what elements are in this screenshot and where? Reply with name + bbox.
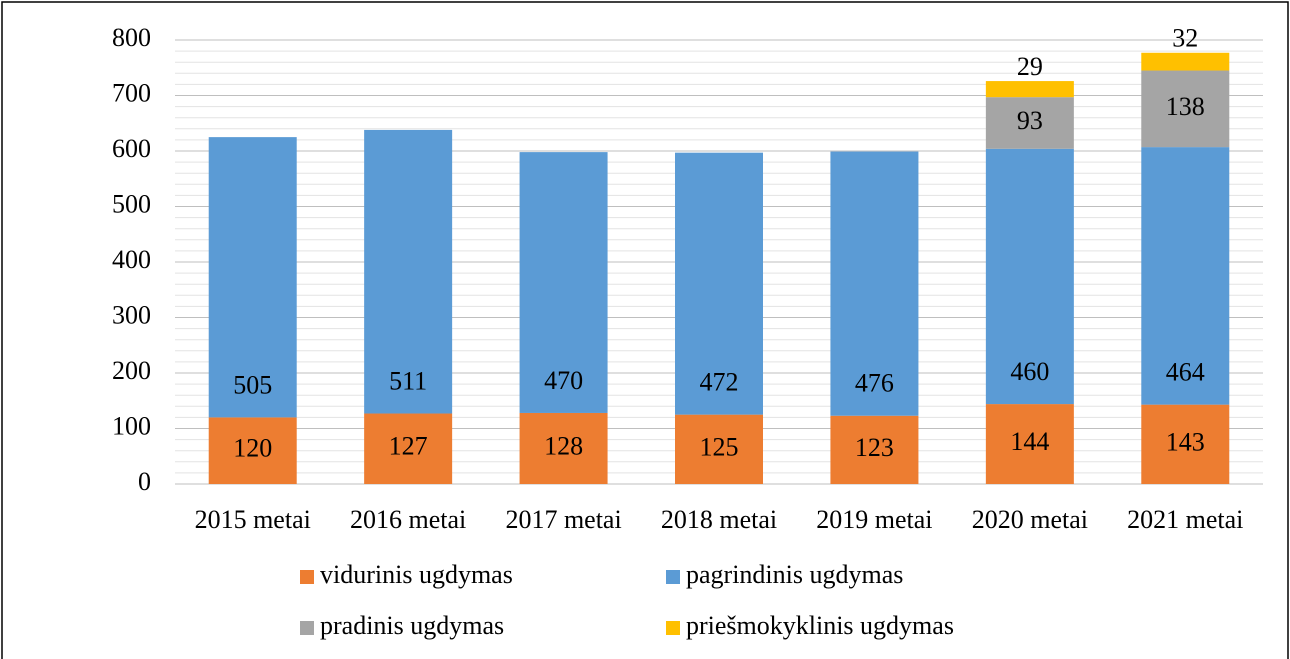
data-label: 123 <box>855 433 894 462</box>
bar-segment <box>208 137 297 418</box>
data-label: 511 <box>389 366 427 395</box>
x-tick-label: 2018 metai <box>661 505 777 534</box>
data-label: 505 <box>233 370 272 399</box>
data-label: 144 <box>1010 427 1049 456</box>
x-tick-label: 2021 metai <box>1127 505 1243 534</box>
legend-label: pagrindinis ugdymas <box>686 560 903 589</box>
data-label: 460 <box>1010 357 1049 386</box>
bar-segment <box>364 413 453 484</box>
x-tick-label: 2019 metai <box>816 505 932 534</box>
y-tick-label: 500 <box>112 189 151 218</box>
y-tick-label: 700 <box>112 78 151 107</box>
bar-segment <box>1141 404 1230 484</box>
legend-swatch <box>666 621 680 635</box>
bar-segment <box>519 412 608 484</box>
data-label: 120 <box>233 434 272 463</box>
bar-segment <box>675 414 763 484</box>
bar-segment <box>364 129 453 414</box>
legend-swatch <box>300 621 314 635</box>
y-tick-label: 300 <box>112 300 151 329</box>
y-tick-label: 600 <box>112 134 151 163</box>
bar-segment <box>1141 52 1230 71</box>
data-label: 476 <box>855 369 894 398</box>
data-label: 29 <box>1017 52 1043 81</box>
y-tick-label: 800 <box>112 23 151 52</box>
data-label: 127 <box>389 432 428 461</box>
data-label: 464 <box>1166 358 1205 387</box>
x-tick-label: 2015 metai <box>195 505 311 534</box>
data-label: 470 <box>544 366 583 395</box>
bar-segment <box>1141 147 1230 405</box>
bar-segment <box>208 417 297 484</box>
y-tick-label: 100 <box>112 411 151 440</box>
data-label: 125 <box>700 432 739 461</box>
bar-segment <box>985 97 1074 149</box>
legend-label: pradinis ugdymas <box>320 611 504 640</box>
y-tick-label: 400 <box>112 245 151 274</box>
bar-segment <box>675 152 763 415</box>
data-label: 143 <box>1166 427 1205 456</box>
data-label: 138 <box>1166 92 1205 121</box>
legend-label: vidurinis ugdymas <box>320 560 513 589</box>
legend-label: priešmokyklinis ugdymas <box>686 611 954 640</box>
bar-segment <box>830 151 919 416</box>
bar-segment <box>985 404 1074 484</box>
data-label: 32 <box>1172 24 1198 53</box>
y-tick-label: 200 <box>112 356 151 385</box>
bar-segment <box>519 152 608 413</box>
data-label: 93 <box>1017 106 1043 135</box>
legend-swatch <box>300 570 314 584</box>
x-tick-label: 2016 metai <box>350 505 466 534</box>
bar-segment <box>830 415 919 484</box>
bar-segment <box>985 81 1074 98</box>
legend-swatch <box>666 570 680 584</box>
x-tick-label: 2020 metai <box>972 505 1088 534</box>
x-tick-label: 2017 metai <box>505 505 621 534</box>
y-tick-label: 0 <box>138 467 151 496</box>
data-label: 472 <box>700 368 739 397</box>
bar-segment <box>985 148 1074 405</box>
bar-segment <box>1141 70 1230 148</box>
data-label: 128 <box>544 431 583 460</box>
